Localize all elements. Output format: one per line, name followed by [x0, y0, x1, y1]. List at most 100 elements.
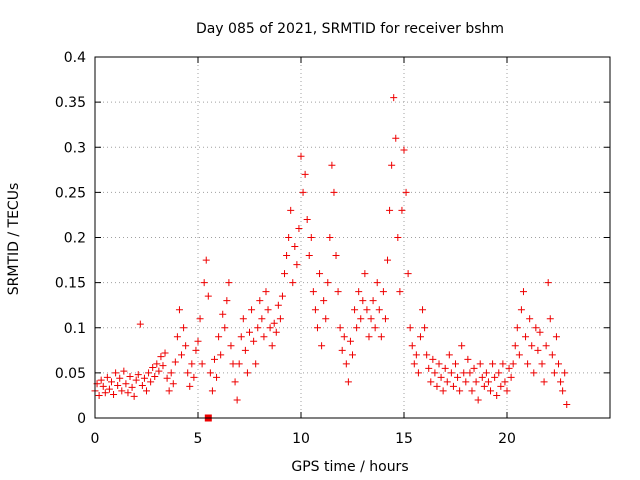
- data-point: [155, 367, 163, 375]
- data-point: [408, 342, 416, 350]
- data-point: [437, 373, 445, 381]
- data-point: [132, 376, 140, 384]
- data-point: [235, 360, 243, 368]
- data-point: [544, 279, 552, 287]
- y-tick-label: 0.25: [55, 185, 86, 201]
- data-point: [171, 358, 179, 366]
- data-point: [316, 270, 324, 278]
- data-point: [202, 256, 210, 264]
- data-point: [392, 134, 400, 142]
- data-point: [526, 315, 534, 323]
- data-point: [231, 378, 239, 386]
- data-point: [462, 378, 470, 386]
- data-point: [517, 306, 525, 314]
- data-point: [291, 243, 299, 251]
- data-point: [546, 315, 554, 323]
- data-point: [493, 391, 501, 399]
- data-point: [480, 382, 488, 390]
- data-point: [293, 261, 301, 269]
- data-point: [433, 382, 441, 390]
- y-tick-label: 0: [77, 411, 86, 427]
- data-point: [107, 378, 115, 386]
- y-tick-label: 0.3: [64, 140, 86, 156]
- data-point: [140, 374, 148, 382]
- chart-title: Day 085 of 2021, SRMTID for receiver bsh…: [196, 21, 504, 37]
- data-point: [416, 333, 424, 341]
- data-point: [427, 378, 435, 386]
- data-point: [361, 270, 369, 278]
- data-point: [122, 380, 130, 388]
- data-point: [204, 292, 212, 300]
- data-point: [522, 333, 530, 341]
- data-point: [497, 382, 505, 390]
- data-point: [124, 389, 132, 397]
- data-point: [460, 369, 468, 377]
- data-point: [190, 373, 198, 381]
- data-point: [99, 382, 107, 390]
- data-point: [491, 373, 499, 381]
- data-point: [458, 342, 466, 350]
- data-point: [272, 328, 280, 336]
- data-point: [328, 161, 336, 169]
- data-point: [468, 387, 476, 395]
- x-tick-label: 15: [395, 431, 413, 447]
- data-point: [114, 382, 122, 390]
- data-point: [532, 324, 540, 332]
- data-point: [241, 346, 249, 354]
- data-point: [264, 306, 272, 314]
- data-point: [507, 373, 515, 381]
- y-tick-label: 0.35: [55, 95, 86, 111]
- data-point: [447, 369, 455, 377]
- data-point: [237, 333, 245, 341]
- data-point: [303, 215, 311, 223]
- data-point: [353, 324, 361, 332]
- data-point: [299, 188, 307, 196]
- data-point: [474, 396, 482, 404]
- data-point: [301, 170, 309, 178]
- data-point: [225, 279, 233, 287]
- data-point: [112, 369, 120, 377]
- data-point: [501, 378, 509, 386]
- data-point: [363, 306, 371, 314]
- data-point: [120, 367, 128, 375]
- data-point: [421, 324, 429, 332]
- data-point: [287, 206, 295, 214]
- data-point: [505, 364, 513, 372]
- data-point: [489, 360, 497, 368]
- data-point: [192, 346, 200, 354]
- data-point: [118, 387, 126, 395]
- data-point: [536, 328, 544, 336]
- data-point: [355, 288, 363, 296]
- data-point: [563, 400, 571, 408]
- data-point: [404, 270, 412, 278]
- data-point: [530, 369, 538, 377]
- data-point: [406, 324, 414, 332]
- data-point: [283, 252, 291, 260]
- data-point: [116, 374, 124, 382]
- data-point: [198, 360, 206, 368]
- data-point: [456, 387, 464, 395]
- data-point: [414, 369, 422, 377]
- data-point: [443, 378, 451, 386]
- data-point: [159, 362, 167, 370]
- data-point: [254, 324, 262, 332]
- data-point: [499, 360, 507, 368]
- data-point: [478, 373, 486, 381]
- data-point: [357, 315, 365, 323]
- data-point: [278, 292, 286, 300]
- data-point: [128, 383, 136, 391]
- data-point: [524, 360, 532, 368]
- data-point: [248, 306, 256, 314]
- data-point: [482, 369, 490, 377]
- data-point: [320, 297, 328, 305]
- data-point: [396, 288, 404, 296]
- data-point: [258, 315, 266, 323]
- data-point: [285, 234, 293, 241]
- data-point: [270, 319, 278, 327]
- data-point: [503, 387, 511, 395]
- plot-frame: [94, 56, 611, 419]
- data-point: [305, 252, 313, 260]
- data-point: [217, 351, 225, 359]
- data-point: [147, 378, 155, 386]
- data-point: [318, 342, 326, 350]
